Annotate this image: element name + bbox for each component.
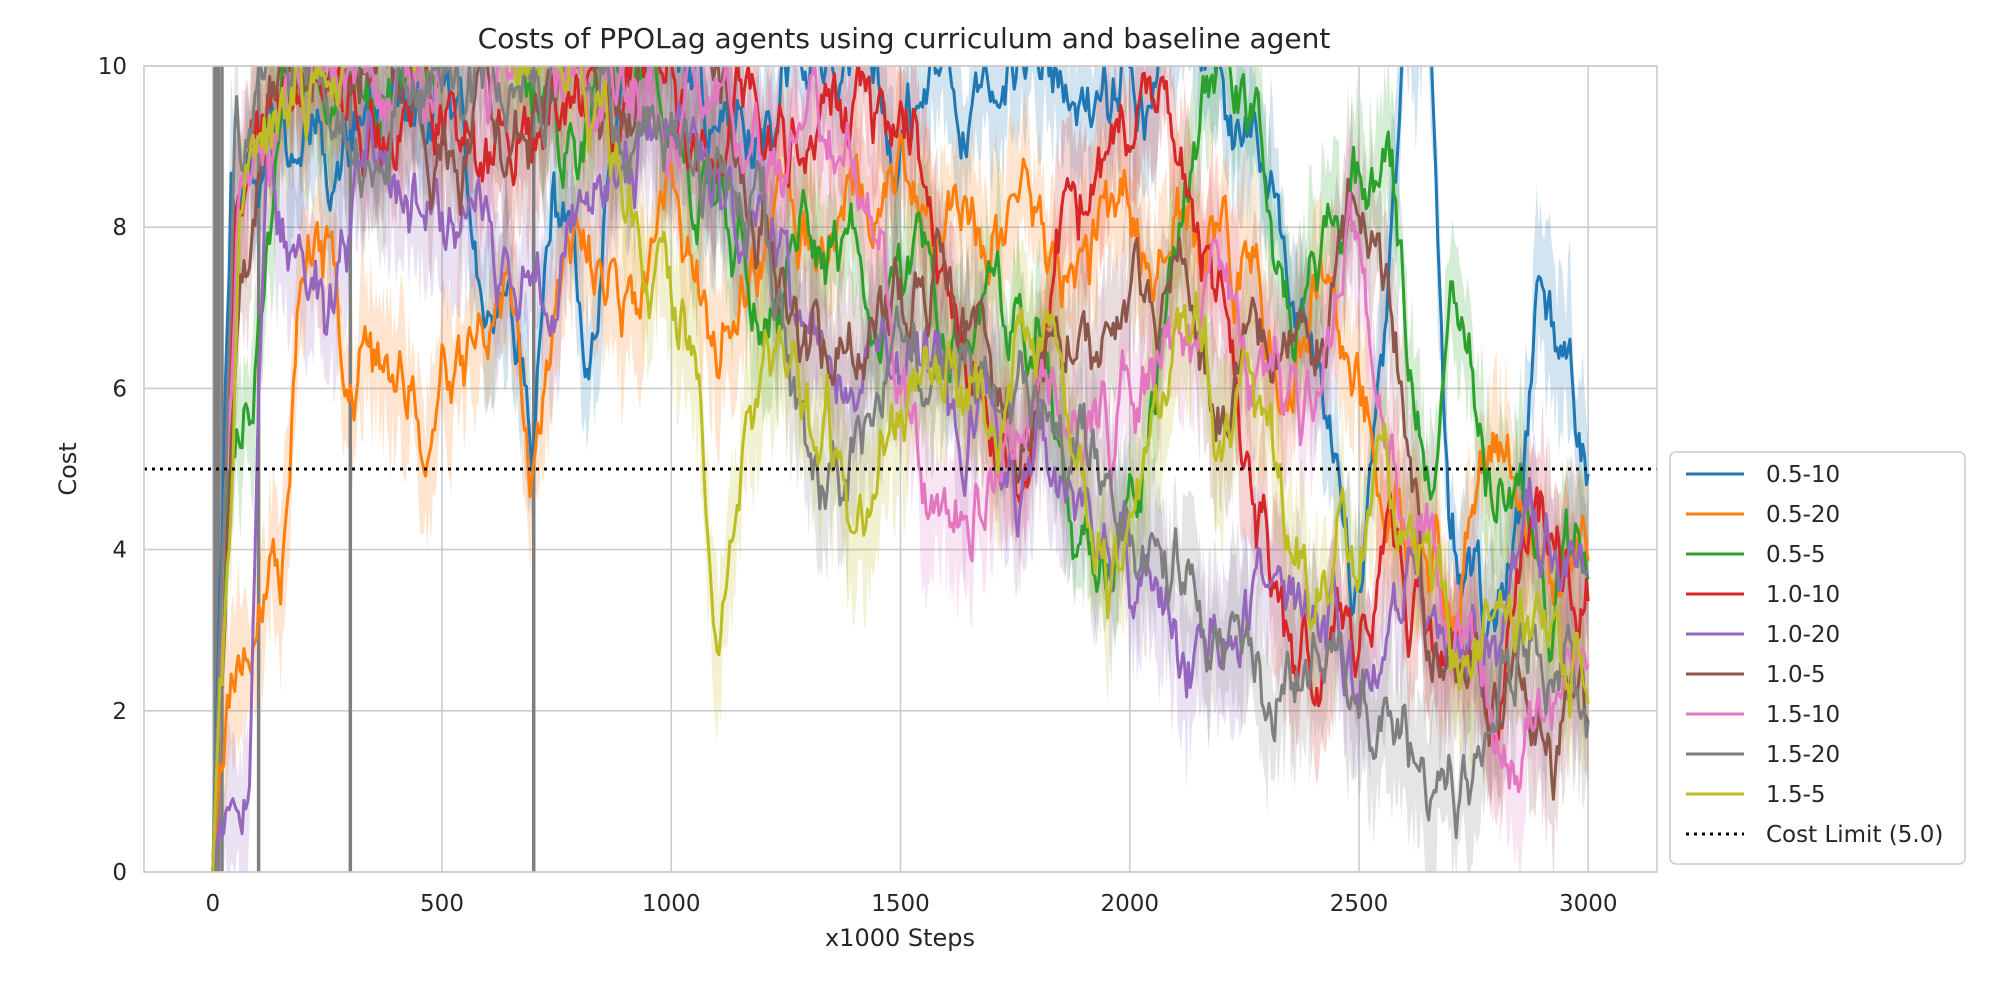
y-tick-label: 10 xyxy=(98,54,127,80)
x-tick-label: 0 xyxy=(205,891,220,917)
y-tick-label: 2 xyxy=(112,699,127,725)
series-line-1.0-5 xyxy=(211,66,1590,872)
y-axis-ticks: 0 2 4 6 8 10 xyxy=(98,54,127,886)
y-tick-label: 4 xyxy=(112,538,127,564)
legend-item: 1.0-20 xyxy=(1686,622,1840,648)
legend-item: 1.0-10 xyxy=(1686,582,1840,608)
legend-item: 1.5-10 xyxy=(1686,702,1840,728)
band-0.5-20 xyxy=(212,67,1589,872)
series-line-1.5-20 xyxy=(211,66,1590,872)
y-tick-label: 6 xyxy=(112,376,127,402)
band-1.5-20 xyxy=(212,66,1589,872)
series-line-1.5-5 xyxy=(211,66,1590,872)
y-tick-label: 0 xyxy=(112,860,127,886)
legend-item: Cost Limit (5.0) xyxy=(1686,822,1943,848)
x-tick-label: 3000 xyxy=(1559,891,1618,917)
legend-label: 1.5-10 xyxy=(1766,702,1840,728)
legend-label: 0.5-5 xyxy=(1766,542,1826,568)
legend-item: 1.5-5 xyxy=(1686,782,1826,808)
band-1.0-20 xyxy=(212,66,1589,872)
band-0.5-10 xyxy=(212,66,1589,872)
y-axis-label: Cost xyxy=(54,442,82,495)
band-1.0-5 xyxy=(212,66,1589,872)
legend: 0.5-10 0.5-20 0.5-5 1.0-10 1.0-20 1.0-5 1.5-10… xyxy=(1669,451,1966,865)
legend-item: 0.5-10 xyxy=(1686,462,1840,488)
x-tick-label: 2500 xyxy=(1330,891,1389,917)
legend-label: Cost Limit (5.0) xyxy=(1766,822,1943,848)
series-lines xyxy=(211,66,1590,872)
legend-item: 0.5-5 xyxy=(1686,542,1826,568)
legend-label: 0.5-20 xyxy=(1766,502,1840,528)
legend-label: 1.5-5 xyxy=(1766,782,1826,808)
plot-frame xyxy=(143,65,1658,873)
x-tick-label: 1500 xyxy=(871,891,930,917)
x-tick-label: 2000 xyxy=(1100,891,1159,917)
legend-label: 1.0-20 xyxy=(1766,622,1840,648)
series-line-1.0-10 xyxy=(211,66,1590,872)
x-axis-label: x1000 Steps xyxy=(825,924,975,952)
series-line-0.5-5 xyxy=(211,66,1590,872)
y-tick-label: 8 xyxy=(112,215,127,241)
legend-item: 1.0-5 xyxy=(1686,662,1826,688)
legend-item: 1.5-20 xyxy=(1686,742,1840,768)
legend-item: 0.5-20 xyxy=(1686,502,1840,528)
legend-label: 1.5-20 xyxy=(1766,742,1840,768)
series-line-0.5-20 xyxy=(211,132,1590,872)
x-tick-label: 1000 xyxy=(642,891,701,917)
x-axis-ticks: 0 500 1000 1500 2000 2500 3000 xyxy=(205,891,1617,917)
chart-title: Costs of PPOLag agents using curriculum … xyxy=(478,22,1331,55)
legend-label: 1.0-10 xyxy=(1766,582,1840,608)
legend-label: 1.0-5 xyxy=(1766,662,1826,688)
legend-label: 0.5-10 xyxy=(1766,462,1840,488)
x-tick-label: 500 xyxy=(420,891,464,917)
